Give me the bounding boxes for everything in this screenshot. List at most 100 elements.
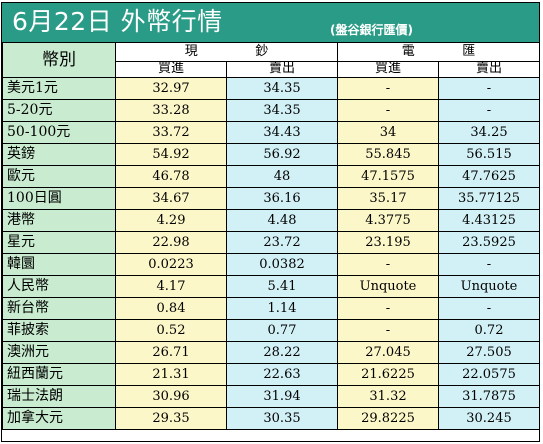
- cash-sell-cell: 4.48: [226, 209, 338, 232]
- wire-buy-cell: -: [337, 99, 439, 122]
- wire-buy-cell: -: [337, 77, 439, 100]
- wire-buy-cell: -: [337, 253, 439, 276]
- wire-buy-cell: -: [337, 319, 439, 342]
- wire-sell-cell: 0.72: [438, 319, 540, 342]
- wire-buy-cell: 47.1575: [337, 165, 439, 188]
- cash-sell-cell: 34.35: [226, 77, 338, 100]
- wire-buy-cell: 23.195: [337, 231, 439, 254]
- wire-sell-cell: -: [438, 297, 540, 320]
- table-row: 美元1元 32.97 34.35- -: [2, 77, 540, 100]
- currency-name-cell: 港幣: [2, 209, 116, 232]
- wire-sell-cell: 34.25: [438, 121, 540, 144]
- wire-buy-cell: 35.17: [337, 187, 439, 210]
- cash-buy-cell: 4.17: [115, 275, 227, 298]
- wire-sell-header: 賣出: [438, 60, 540, 79]
- currency-name-cell: 星元: [2, 231, 116, 254]
- currency-name-cell: 韓圜: [2, 253, 116, 276]
- cash-buy-cell: 0.52: [115, 319, 227, 342]
- currency-name-cell: 瑞士法朗: [2, 385, 116, 408]
- cash-sell-cell: 28.22: [226, 341, 338, 364]
- wire-sell-cell: Unquote: [438, 275, 540, 298]
- table-row: 英鎊 54.92 56.92 55.845 56.515: [2, 143, 540, 166]
- cash-buy-cell: 34.67: [115, 187, 227, 210]
- wire-buy-cell: Unquote: [337, 275, 439, 298]
- wire-sell-cell: 30.245: [438, 407, 540, 430]
- wire-buy-cell: 31.32: [337, 385, 439, 408]
- wire-buy-cell: -: [337, 297, 439, 320]
- cash-buy-cell: 21.31: [115, 363, 227, 386]
- currency-name-cell: 菲披索: [2, 319, 116, 342]
- cash-group-header: 現鈔: [115, 42, 338, 62]
- table-row: 澳洲元 26.71 28.22 27.045 27.505: [2, 341, 540, 364]
- bank-source-label: (盤谷銀行匯價): [330, 23, 413, 37]
- wire-sell-cell: 35.77125: [438, 187, 540, 210]
- table-row: 100日圓 34.67 36.16 35.17 35.77125: [2, 187, 540, 210]
- cash-buy-cell: 0.0223: [115, 253, 227, 276]
- cash-buy-cell: 22.98: [115, 231, 227, 254]
- wire-sell-cell: 47.7625: [438, 165, 540, 188]
- cash-buy-cell: 32.97: [115, 77, 227, 100]
- table-row: 加拿大元 29.35 30.35 29.8225 30.245: [2, 407, 540, 430]
- currency-column-header: 幣別: [2, 42, 116, 78]
- cash-sell-cell: 48: [226, 165, 338, 188]
- cash-sell-cell: 22.63: [226, 363, 338, 386]
- wire-sell-cell: -: [438, 99, 540, 122]
- table-row: 港幣 4.29 4.48 4.3775 4.43125: [2, 209, 540, 232]
- cash-sell-cell: 1.14: [226, 297, 338, 320]
- cash-sell-cell: 0.77: [226, 319, 338, 342]
- cash-sell-cell: 31.94: [226, 385, 338, 408]
- cash-sell-cell: 0.0382: [226, 253, 338, 276]
- currency-name-cell: 歐元: [2, 165, 116, 188]
- wire-buy-cell: 29.8225: [337, 407, 439, 430]
- page-title: 6月22日 外幣行情: [12, 7, 223, 36]
- table-row: 韓圜 0.0223 0.0382- -: [2, 253, 540, 276]
- wire-sell-cell: -: [438, 77, 540, 100]
- currency-name-cell: 紐西蘭元: [2, 363, 116, 386]
- wire-sell-cell: 27.505: [438, 341, 540, 364]
- cash-buy-cell: 33.72: [115, 121, 227, 144]
- cash-buy-cell: 4.29: [115, 209, 227, 232]
- cash-sell-header: 賣出: [226, 60, 338, 79]
- cash-header-char-1: 現: [184, 43, 198, 59]
- currency-name-cell: 澳洲元: [2, 341, 116, 364]
- wire-buy-cell: 21.6225: [337, 363, 439, 386]
- wire-buy-header: 買進: [337, 60, 439, 79]
- wire-sell-cell: 23.5925: [438, 231, 540, 254]
- currency-name-cell: 人民幣: [2, 275, 116, 298]
- cash-sell-cell: 23.72: [226, 231, 338, 254]
- table-row: 紐西蘭元 21.31 22.63 21.6225 22.0575: [2, 363, 540, 386]
- cash-buy-header: 買進: [115, 60, 227, 79]
- cash-sell-cell: 30.35: [226, 407, 338, 430]
- header-row-sub: 買進 賣出 買進 賣出: [3, 60, 540, 79]
- cash-buy-cell: 26.71: [115, 341, 227, 364]
- cash-sell-cell: 36.16: [226, 187, 338, 210]
- table-row: 5-20元 33.28 34.35- -: [2, 99, 540, 122]
- currency-name-cell: 美元1元: [2, 77, 116, 100]
- currency-name-cell: 5-20元: [2, 99, 116, 122]
- wire-buy-cell: 27.045: [337, 341, 439, 364]
- table-row: 星元 22.98 23.72 23.195 23.5925: [2, 231, 540, 254]
- table-row: 菲披索 0.52 0.77-0.72: [2, 319, 540, 342]
- table-row: 瑞士法朗 30.96 31.94 31.32 31.7875: [2, 385, 540, 408]
- currency-name-cell: 新台幣: [2, 297, 116, 320]
- header-row-group: 幣別 現鈔 電匯: [2, 42, 540, 78]
- wire-sell-cell: -: [438, 253, 540, 276]
- cash-buy-cell: 46.78: [115, 165, 227, 188]
- title-bar: 6月22日 外幣行情 (盤谷銀行匯價): [2, 3, 539, 42]
- cash-header-char-2: 鈔: [255, 43, 269, 59]
- wire-buy-cell: 55.845: [337, 143, 439, 166]
- table-row: 歐元 46.78 48 47.1575 47.7625: [2, 165, 540, 188]
- table-row: 人民幣 4.17 5.41 Unquote Unquote: [2, 275, 540, 298]
- exchange-rate-table: 幣別 現鈔 電匯 買進 賣出 買進 賣出 美元1元 32.97 34.35- -5-2…: [2, 42, 540, 430]
- currency-name-cell: 加拿大元: [2, 407, 116, 430]
- wire-header-char-2: 匯: [462, 43, 476, 59]
- cash-buy-cell: 29.35: [115, 407, 227, 430]
- currency-name-cell: 100日圓: [2, 187, 116, 210]
- cash-buy-cell: 33.28: [115, 99, 227, 122]
- wire-sell-cell: 22.0575: [438, 363, 540, 386]
- cash-sell-cell: 34.35: [226, 99, 338, 122]
- table-row: 新台幣 0.84 1.14- -: [2, 297, 540, 320]
- currency-name-cell: 50-100元: [2, 121, 116, 144]
- cash-sell-cell: 34.43: [226, 121, 338, 144]
- table-row: 50-100元 33.72 34.43 34 34.25: [2, 121, 540, 144]
